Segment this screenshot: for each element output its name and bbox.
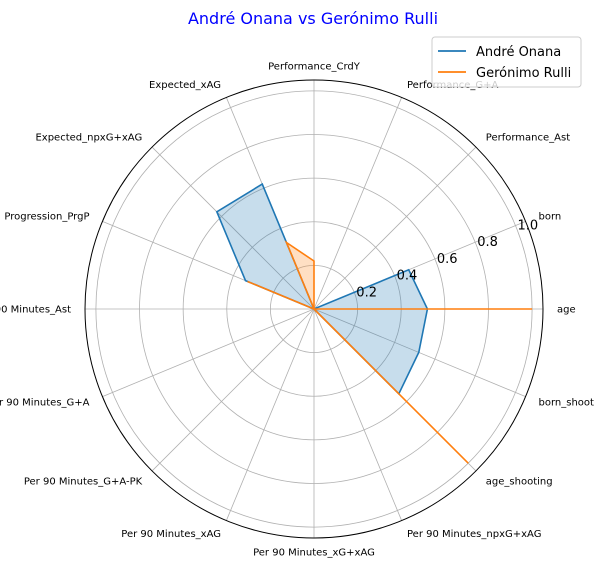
grid-spoke-15: [313, 308, 526, 398]
grid-spoke-13: [313, 308, 403, 521]
category-label-7: Progression_PrgP: [4, 212, 89, 223]
category-label-14: age_shooting: [486, 476, 553, 487]
grid-spoke-3: [313, 97, 403, 310]
series-fills: [216, 184, 533, 464]
category-label-0: age: [557, 305, 576, 316]
radial-tick-label-1: 0.4: [397, 269, 418, 284]
grid-spoke-2: [313, 146, 477, 310]
series-line-0: [215, 182, 429, 396]
category-label-15: born_shooting: [539, 398, 594, 409]
category-label-2: Performance_Ast: [486, 133, 570, 144]
radial-tick-label-4: 1.0: [518, 219, 539, 234]
legend-box: [431, 36, 582, 88]
category-label-6: Expected_npxG+xAG: [35, 133, 142, 144]
series-fill-0: [216, 184, 428, 394]
series-lines: [215, 182, 533, 464]
category-label-10: Per 90 Minutes_G+A-PK: [24, 476, 143, 487]
grid-spoke-6: [151, 146, 315, 310]
category-label-1: born: [539, 212, 562, 223]
legend-label-1: Gerónimo Rulli: [476, 66, 571, 81]
grid-spoke-9: [102, 308, 315, 398]
chart-title: André Onana vs Gerónimo Rulli: [188, 9, 438, 28]
legend: André Onana Gerónimo Rulli: [431, 36, 582, 88]
category-label-11: Per 90 Minutes_xAG: [121, 529, 221, 540]
radial-tick-label-2: 0.6: [437, 252, 458, 267]
polar-frame: [84, 79, 544, 539]
grid-spoke-10: [151, 308, 315, 472]
legend-label-0: André Onana: [476, 45, 561, 60]
category-label-5: Expected_xAG: [149, 80, 221, 91]
series-line-1: [247, 240, 533, 464]
category-labels: agebornPerformance_AstPerformance_G+APer…: [0, 62, 594, 559]
category-label-9: Per 90 Minutes_G+A: [0, 398, 90, 409]
radial-tick-label-0: 0.2: [356, 285, 377, 300]
category-label-13: Per 90 Minutes_npxG+xAG: [407, 529, 541, 540]
radial-tick-label-3: 0.8: [477, 235, 498, 250]
category-label-8: Per 90 Minutes_Ast: [0, 305, 71, 316]
category-label-12: Per 90 Minutes_xG+xAG: [253, 548, 375, 559]
grid-spoke-11: [225, 308, 315, 521]
radial-tick-labels: 0.2 0.4 0.6 0.8 1.0: [356, 219, 538, 301]
category-label-4: Performance_CrdY: [268, 62, 361, 73]
